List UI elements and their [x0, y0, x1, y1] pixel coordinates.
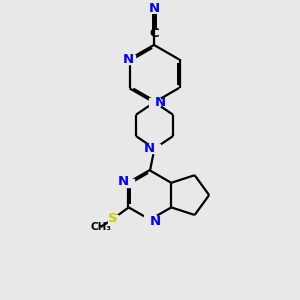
Bar	[144, 215, 156, 224]
Text: C: C	[150, 27, 159, 40]
Bar	[123, 178, 134, 187]
Bar	[124, 55, 135, 64]
Bar	[149, 144, 160, 153]
Text: N: N	[123, 53, 134, 66]
Text: S: S	[108, 212, 118, 225]
Text: CH₃: CH₃	[90, 222, 111, 232]
Text: N: N	[118, 175, 129, 188]
Bar	[108, 214, 118, 223]
Text: N: N	[149, 2, 160, 15]
Text: N: N	[150, 215, 161, 228]
Text: N: N	[143, 142, 155, 155]
Bar	[149, 98, 160, 106]
Text: N: N	[154, 96, 166, 109]
